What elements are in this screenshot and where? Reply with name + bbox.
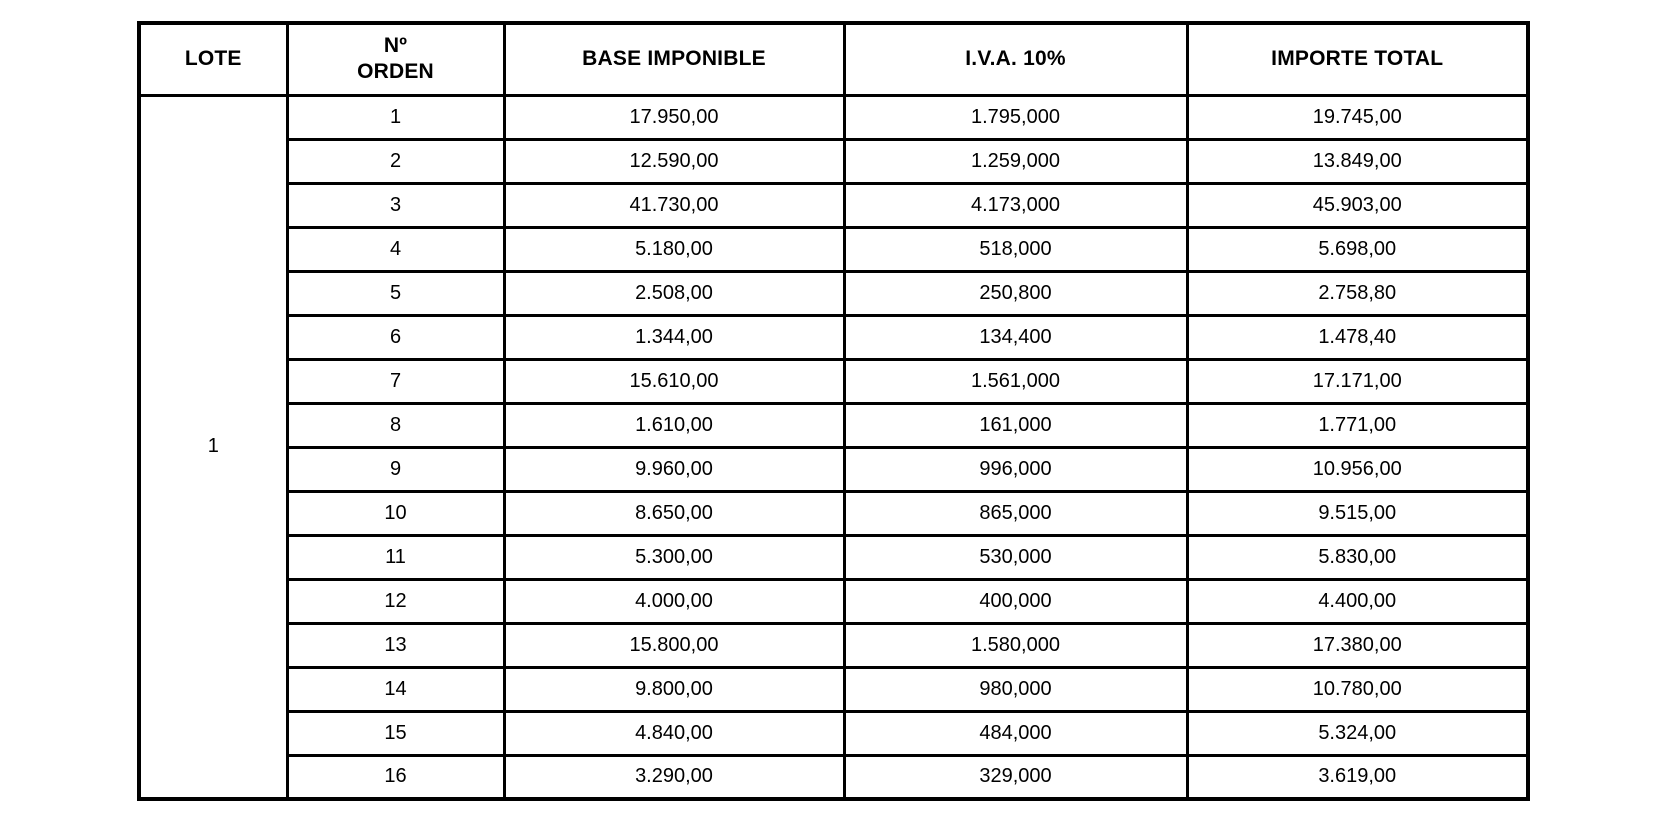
cell-importe-total: 9.515,00 (1185, 489, 1530, 537)
cell-base-imponible: 8.650,00 (502, 489, 846, 537)
cell-importe-total: 19.745,00 (1185, 93, 1530, 141)
cell-base-imponible: 41.730,00 (502, 181, 846, 229)
cell-base-imponible: 9.800,00 (502, 665, 846, 713)
cell-iva: 484,000 (842, 709, 1189, 757)
cell-num-orden: 2 (285, 137, 506, 185)
cell-importe-total: 1.771,00 (1185, 401, 1530, 449)
cell-iva: 161,000 (842, 401, 1189, 449)
cell-iva: 980,000 (842, 665, 1189, 713)
table-row: 5 2.508,00 250,800 2.758,80 (139, 269, 1530, 317)
cell-iva: 250,800 (842, 269, 1189, 317)
cell-base-imponible: 9.960,00 (502, 445, 846, 493)
table-row: 4 5.180,00 518,000 5.698,00 (139, 225, 1530, 273)
table-row: 12 4.000,00 400,000 4.400,00 (139, 577, 1530, 625)
table-header: LOTE Nº ORDEN BASE IMPONIBLE I.V.A. 10% … (137, 21, 1530, 97)
cell-num-orden: 3 (285, 181, 506, 229)
header-lote: LOTE (137, 21, 289, 97)
cell-importe-total: 3.619,00 (1185, 753, 1530, 801)
cell-base-imponible: 12.590,00 (502, 137, 846, 185)
cell-num-orden: 8 (285, 401, 506, 449)
cell-importe-total: 4.400,00 (1185, 577, 1530, 625)
cell-iva: 1.580,000 (842, 621, 1189, 669)
header-base-imponible: BASE IMPONIBLE (502, 21, 846, 97)
table-row: 9 9.960,00 996,000 10.956,00 (139, 445, 1530, 493)
cell-base-imponible: 1.610,00 (502, 401, 846, 449)
cell-iva: 865,000 (842, 489, 1189, 537)
cell-importe-total: 1.478,40 (1185, 313, 1530, 361)
cell-iva: 329,000 (842, 753, 1189, 801)
cell-iva: 134,400 (842, 313, 1189, 361)
cell-iva: 1.561,000 (842, 357, 1189, 405)
lote-value-cell: 1 (137, 93, 289, 801)
cell-num-orden: 9 (285, 445, 506, 493)
cell-importe-total: 10.780,00 (1185, 665, 1530, 713)
cell-num-orden: 15 (285, 709, 506, 757)
cell-base-imponible: 15.610,00 (502, 357, 846, 405)
cell-iva: 530,000 (842, 533, 1189, 581)
table-row: 15 4.840,00 484,000 5.324,00 (139, 709, 1530, 757)
cell-base-imponible: 1.344,00 (502, 313, 846, 361)
cell-base-imponible: 4.000,00 (502, 577, 846, 625)
cell-num-orden: 6 (285, 313, 506, 361)
table-row: 2 12.590,00 1.259,000 13.849,00 (139, 137, 1530, 185)
cell-base-imponible: 3.290,00 (502, 753, 846, 801)
cell-iva: 518,000 (842, 225, 1189, 273)
table-row: 14 9.800,00 980,000 10.780,00 (139, 665, 1530, 713)
cell-num-orden: 10 (285, 489, 506, 537)
cell-base-imponible: 15.800,00 (502, 621, 846, 669)
header-iva: I.V.A. 10% (842, 21, 1189, 97)
cell-importe-total: 5.830,00 (1185, 533, 1530, 581)
cell-num-orden: 4 (285, 225, 506, 273)
cell-importe-total: 13.849,00 (1185, 137, 1530, 185)
cell-num-orden: 5 (285, 269, 506, 317)
cell-importe-total: 2.758,80 (1185, 269, 1530, 317)
table-row: 11 5.300,00 530,000 5.830,00 (139, 533, 1530, 581)
table-row: 16 3.290,00 329,000 3.619,00 (139, 753, 1530, 801)
cell-importe-total: 17.171,00 (1185, 357, 1530, 405)
cell-num-orden: 13 (285, 621, 506, 669)
cell-importe-total: 17.380,00 (1185, 621, 1530, 669)
cell-importe-total: 5.324,00 (1185, 709, 1530, 757)
cell-num-orden: 16 (285, 753, 506, 801)
cell-base-imponible: 5.300,00 (502, 533, 846, 581)
table-row: 1 1 17.950,00 1.795,000 19.745,00 (137, 93, 1530, 801)
header-row: LOTE Nº ORDEN BASE IMPONIBLE I.V.A. 10% … (137, 21, 1530, 97)
cell-num-orden: 14 (285, 665, 506, 713)
cell-num-orden: 12 (285, 577, 506, 625)
cell-base-imponible: 17.950,00 (502, 93, 846, 141)
cell-importe-total: 45.903,00 (1185, 181, 1530, 229)
cell-base-imponible: 2.508,00 (502, 269, 846, 317)
header-importe-total: IMPORTE TOTAL (1185, 21, 1530, 97)
cell-base-imponible: 4.840,00 (502, 709, 846, 757)
cell-num-orden: 7 (285, 357, 506, 405)
cell-num-orden: 1 (285, 93, 506, 141)
table-row: 10 8.650,00 865,000 9.515,00 (139, 489, 1530, 537)
cell-importe-total: 10.956,00 (1185, 445, 1530, 493)
cell-iva: 1.795,000 (842, 93, 1189, 141)
cell-iva: 996,000 (842, 445, 1189, 493)
cell-iva: 4.173,000 (842, 181, 1189, 229)
table-row: 7 15.610,00 1.561,000 17.171,00 (139, 357, 1530, 405)
header-num-orden: Nº ORDEN (285, 21, 506, 97)
table-row: 8 1.610,00 161,000 1.771,00 (139, 401, 1530, 449)
lot-pricing-table: LOTE Nº ORDEN BASE IMPONIBLE I.V.A. 10% … (137, 21, 1530, 801)
table-row: 13 15.800,00 1.580,000 17.380,00 (139, 621, 1530, 669)
cell-num-orden: 11 (285, 533, 506, 581)
table-row: 6 1.344,00 134,400 1.478,40 (139, 313, 1530, 361)
cell-base-imponible: 5.180,00 (502, 225, 846, 273)
cell-importe-total: 5.698,00 (1185, 225, 1530, 273)
cell-iva: 1.259,000 (842, 137, 1189, 185)
cell-iva: 400,000 (842, 577, 1189, 625)
table-row: 3 41.730,00 4.173,000 45.903,00 (139, 181, 1530, 229)
table-body: 1 1 17.950,00 1.795,000 19.745,00 2 12.590,00 1… (137, 93, 1530, 801)
